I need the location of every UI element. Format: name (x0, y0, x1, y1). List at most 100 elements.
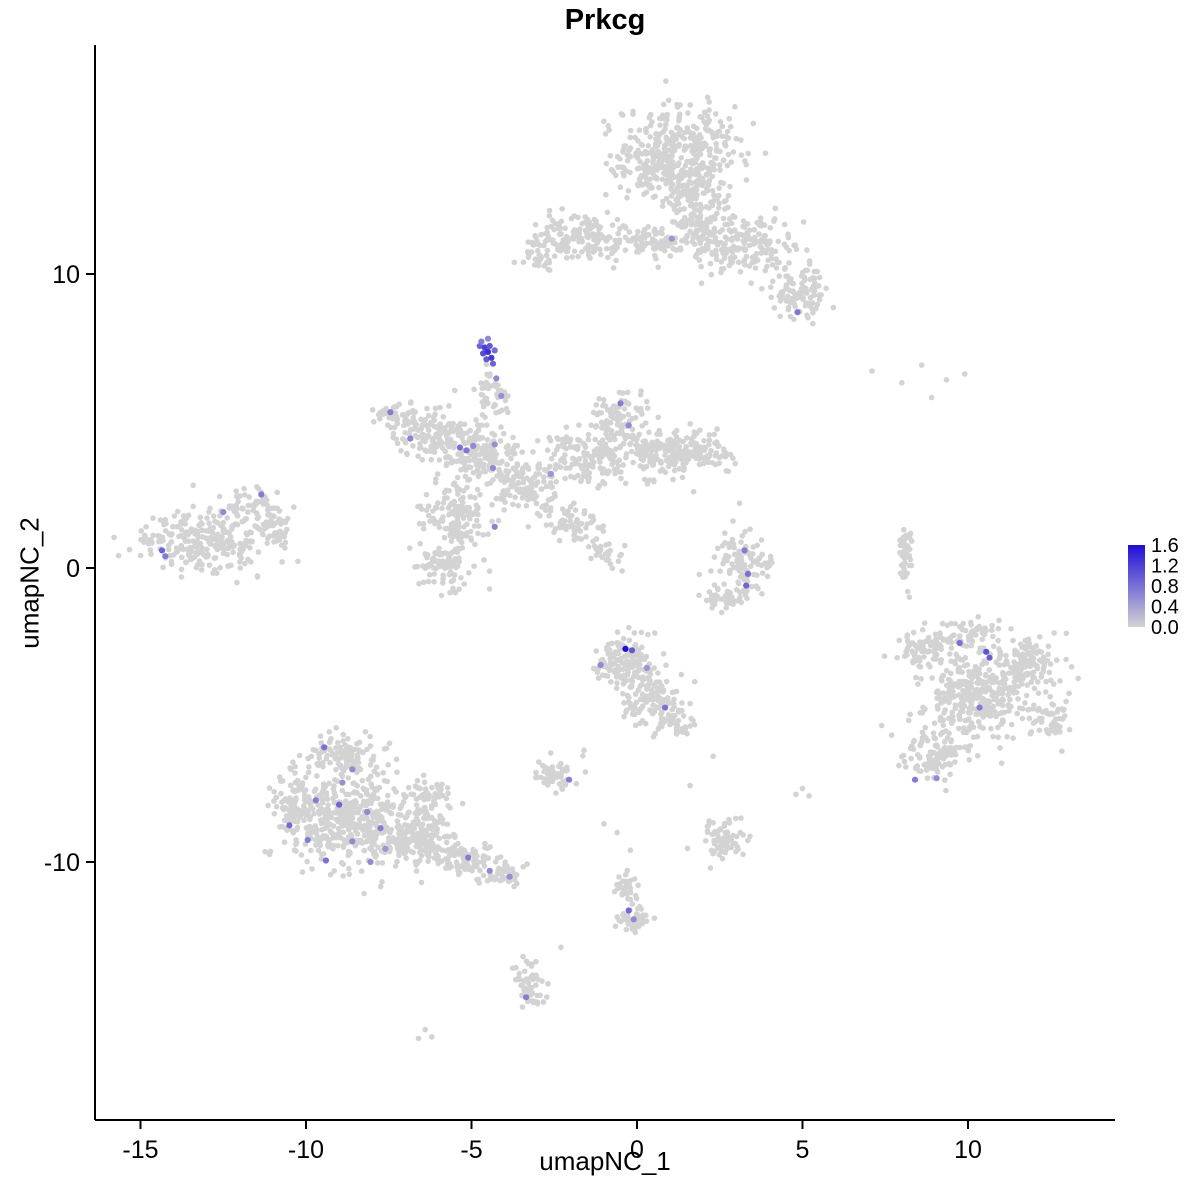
cell-point (661, 145, 668, 152)
cell-point (234, 511, 240, 517)
cell-point (792, 303, 799, 310)
cell-point (916, 663, 922, 669)
cell-point (430, 555, 437, 561)
cell-point (1015, 696, 1021, 702)
cell-point (673, 196, 679, 203)
cell-point (617, 184, 624, 190)
cell-point (675, 179, 682, 185)
cell-point (480, 854, 487, 861)
cell-point (198, 527, 205, 533)
cell-point (456, 847, 462, 854)
cell-point (810, 283, 817, 290)
cell-point (281, 839, 288, 845)
cell-point (318, 794, 324, 801)
cell-point (1047, 693, 1053, 700)
cell-point (241, 492, 248, 498)
cell-point (699, 114, 705, 120)
cell-point (392, 863, 399, 869)
cell-point (952, 705, 959, 712)
cell-point (961, 678, 968, 685)
cell-point (962, 654, 968, 661)
cell-point (419, 841, 425, 848)
cell-point (995, 637, 1001, 644)
cell-point (800, 219, 807, 225)
cell-point (649, 119, 655, 125)
cell-point (171, 513, 178, 519)
cell-point (370, 419, 377, 425)
cell-point (461, 581, 468, 587)
cell-point (823, 285, 829, 292)
cell-point (445, 790, 451, 797)
cell-point (1030, 675, 1036, 681)
cell-point (742, 590, 749, 596)
cell-point (471, 858, 477, 864)
cell-point (771, 305, 778, 311)
cell-point (718, 596, 724, 602)
cell-point (559, 766, 565, 772)
cell-point (698, 135, 704, 141)
cell-point (299, 782, 306, 788)
cell-point (1023, 692, 1030, 699)
cell-point (697, 427, 703, 434)
cell-point (746, 242, 753, 249)
cell-point (513, 872, 520, 878)
cell-point (472, 848, 479, 855)
cell-point (787, 313, 794, 320)
cell-point (501, 507, 507, 513)
cell-point (768, 294, 774, 301)
cell-point (742, 158, 748, 164)
cell-point (312, 786, 319, 792)
cell-point (646, 453, 653, 460)
cell-point (711, 228, 717, 235)
cell-point (436, 794, 443, 800)
cell-point (605, 254, 611, 261)
cell-point (436, 545, 442, 552)
cell-point (783, 273, 789, 280)
cell-point (456, 536, 462, 543)
cell-point (427, 572, 433, 578)
cell-point (623, 652, 629, 659)
cell-point (423, 491, 430, 498)
cell-point (372, 852, 378, 858)
cell-point (738, 137, 744, 143)
cell-point (709, 460, 716, 466)
cell-point (319, 789, 325, 796)
cell-point (743, 253, 750, 260)
cell-point (996, 646, 1002, 652)
cell-point (948, 645, 955, 651)
cell-point (932, 735, 939, 742)
cell-point (470, 469, 477, 476)
cell-point (262, 848, 268, 855)
cell-point (711, 166, 717, 173)
cell-point (444, 460, 450, 467)
cell-point (449, 522, 455, 528)
cell-point (396, 850, 402, 857)
cell-point (357, 766, 364, 773)
cell-point (454, 511, 461, 517)
cell-point (621, 700, 627, 706)
cell-point (689, 143, 696, 150)
cell-point (147, 547, 154, 553)
cell-point (474, 506, 481, 512)
cell-point (962, 627, 969, 634)
cell-point (443, 487, 450, 494)
cell-point (670, 202, 676, 209)
cell-point (551, 253, 558, 259)
cell-point (721, 581, 727, 587)
cell-point (512, 494, 518, 501)
cell-point (466, 439, 472, 446)
cell-point (678, 671, 685, 678)
cell-point (716, 200, 722, 207)
cell-point (271, 539, 277, 545)
cell-point (607, 656, 614, 662)
cell-point (550, 240, 557, 247)
cell-point (385, 839, 392, 846)
cell-point (986, 667, 993, 673)
cell-point (424, 812, 431, 818)
cell-point (930, 730, 937, 736)
cell-point (393, 436, 400, 443)
cell-point (418, 879, 425, 886)
cell-point (1008, 626, 1014, 632)
cell-point (218, 534, 225, 540)
cell-point (609, 222, 616, 228)
